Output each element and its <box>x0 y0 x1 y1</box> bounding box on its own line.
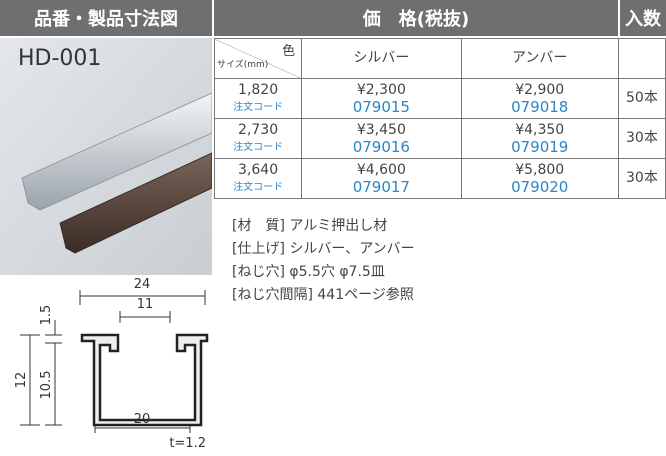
size-cell: 1,820 注文コード <box>213 78 303 119</box>
price-cell: ¥3,450 079016 <box>301 118 462 159</box>
size: 1,820 <box>238 81 279 98</box>
note: [仕上げ] シルバー、アンバー <box>232 241 415 257</box>
order-code: 079016 <box>352 137 410 156</box>
order-code: 079015 <box>352 97 410 116</box>
size: 2,730 <box>238 121 279 138</box>
order-code: 079020 <box>511 177 569 196</box>
dim-width: 24 <box>134 277 151 292</box>
size-cell: 3,640 注文コード <box>213 158 303 199</box>
header-cell: 色 サイズ(mm) <box>213 38 303 79</box>
dim-thickness: t=1.2 <box>169 436 206 451</box>
price: ¥2,900 <box>515 81 565 98</box>
size-label: サイズ(mm) <box>217 60 269 70</box>
column-header <box>617 38 666 79</box>
notes: [材 質] アルミ押出し材 [仕上げ] シルバー、アンバー [ねじ穴] φ5.5穴 … <box>232 215 415 307</box>
color-label: 色 <box>282 44 296 59</box>
quantity: 50本 <box>617 78 666 119</box>
table-row: 1,820 注文コード ¥2,300 079015 ¥2,900 079018 50本 <box>213 78 666 119</box>
order-code-label: 注文コード <box>233 101 284 113</box>
dim-bottom: 20 <box>134 412 151 427</box>
price: ¥4,350 <box>515 121 565 138</box>
note: [ねじ穴] φ5.5穴 φ7.5皿 <box>232 264 385 280</box>
left-header: 品番・製品寸法図 <box>0 0 212 36</box>
table-row: 3,640 注文コード ¥4,600 079017 ¥5,800 079020 30本 <box>213 158 666 199</box>
dim-inner: 11 <box>137 297 154 312</box>
quantity-header: 入数 <box>620 0 666 36</box>
price-header: 価 格(税抜) <box>214 0 618 36</box>
order-code: 079019 <box>511 137 569 156</box>
dim-inner-height: 10.5 <box>39 371 54 400</box>
order-code-label: 注文コード <box>233 181 284 193</box>
order-code-label: 注文コード <box>233 141 284 153</box>
note: [材 質] アルミ押出し材 <box>232 218 388 234</box>
column-header: シルバー <box>301 38 462 79</box>
price-table: 色 サイズ(mm) シルバー アンバー 1,820 注文コード ¥2,300 0790… <box>213 38 666 199</box>
product-code: HD-001 <box>18 46 102 71</box>
price: ¥2,300 <box>356 81 406 98</box>
note: [ねじ穴間隔] 441ページ参照 <box>232 287 414 303</box>
size: 3,640 <box>238 161 279 178</box>
price-cell: ¥5,800 079020 <box>460 158 619 199</box>
product-photo <box>0 38 212 275</box>
price-cell: ¥4,350 079019 <box>460 118 619 159</box>
size-cell: 2,730 注文コード <box>213 118 303 159</box>
price-cell: ¥4,600 079017 <box>301 158 462 199</box>
dim-lip: 1.5 <box>39 305 54 326</box>
order-code: 079018 <box>511 97 569 116</box>
price-cell: ¥2,900 079018 <box>460 78 619 119</box>
quantity: 30本 <box>617 158 666 199</box>
price: ¥4,600 <box>356 161 406 178</box>
quantity: 30本 <box>617 118 666 159</box>
price: ¥5,800 <box>515 161 565 178</box>
column-header: アンバー <box>460 38 619 79</box>
table-row: 2,730 注文コード ¥3,450 079016 ¥4,350 079019 30本 <box>213 118 666 159</box>
dimension-drawing: 24 11 1.5 12 10.5 20 t=1.2 <box>14 277 209 451</box>
order-code: 079017 <box>352 177 410 196</box>
price: ¥3,450 <box>356 121 406 138</box>
price-cell: ¥2,300 079015 <box>301 78 462 119</box>
dim-height: 12 <box>14 372 29 389</box>
